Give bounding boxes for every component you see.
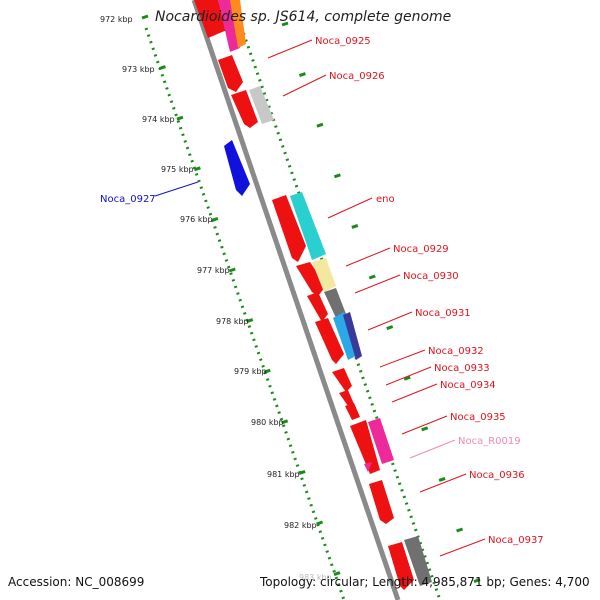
gene-block-cyan [290,192,326,260]
gene-leader-line [391,383,438,403]
gene-leader-line [354,274,401,294]
gene-block-blue [224,140,250,196]
gene-leader-line [401,415,448,435]
kbp-tick-label: 972 kbp [100,15,133,24]
gene-label[interactable]: Noca_0927 [100,194,156,205]
kbp-tick-label: 975 kbp [161,165,194,174]
kbp-tick-mark [316,122,324,128]
kbp-tick-mark [141,14,149,20]
gene-label[interactable]: Noca_0937 [488,535,544,546]
gene-label[interactable]: Noca_R0019 [458,436,521,447]
kbp-tick-label: 982 kbp [284,521,317,530]
kbp-tick-label: 974 kbp [142,115,175,124]
kbp-tick-mark [386,325,394,331]
gene-label[interactable]: Noca_0932 [428,346,484,357]
gene-block-magenta [218,0,240,52]
kbp-tick-mark [158,65,166,71]
minus-strand-track [144,27,346,600]
kbp-tick-mark [228,267,236,273]
gene-block-red [315,318,344,364]
gene-label[interactable]: Noca_0929 [393,244,449,255]
kbp-tick-mark [403,375,411,381]
gene-block-gray [324,288,346,318]
kbp-tick-mark [176,115,184,121]
gene-label[interactable]: Noca_0936 [469,470,525,481]
gene-block-red [350,420,380,474]
kbp-tick-label: 978 kbp [216,317,249,326]
gene-block-magenta [368,418,394,464]
gene-label[interactable]: Noca_0934 [440,380,496,391]
gene-label[interactable]: Noca_0933 [434,363,490,374]
gene-block-red [231,90,258,128]
gene-block-yellow [312,258,336,292]
gene-block-gray [249,86,274,124]
gene-leader-line [409,439,456,459]
kbp-tick-mark [298,72,306,78]
kbp-tick-label: 976 kbp [180,215,213,224]
gene-block-red [272,195,306,262]
gene-block-red [218,55,243,92]
kbp-tick-mark [193,166,201,172]
gene-label[interactable]: Noca_0926 [329,71,385,82]
kbp-tick-label: 977 kbp [197,266,230,275]
gene-block-red [345,403,360,420]
kbp-tick-mark [281,21,289,27]
kbp-tick-mark [316,520,324,526]
gene-block-red [307,292,328,322]
gene-block-red [296,262,326,296]
kbp-tick-mark [263,368,271,374]
kbp-tick-mark [333,173,341,179]
topology-summary: Topology: circular; Length: 4,985,871 bp… [260,575,590,589]
gene-block-orange [230,0,246,48]
kbp-tick-label-faded: 983 kbp [299,573,332,582]
gene-leader-line [385,366,432,386]
gene-leader-line [379,349,426,368]
gene-leader-line [439,538,486,557]
plus-strand-track [230,0,442,600]
kbp-tick-label: 973 kbp [122,65,155,74]
kbp-tick-mark [351,223,359,229]
kbp-tick-label: 981 kbp [267,470,300,479]
kbp-tick-mark [438,476,446,482]
gene-block-red [369,480,394,524]
gene-leader-line [367,311,413,331]
genome-backbone [191,0,401,600]
gene-label[interactable]: Noca_0935 [450,412,506,423]
kbp-tick-mark [246,318,254,324]
kbp-tick-mark [421,426,429,432]
kbp-tick-label: 980 kbp [251,418,284,427]
gene-block-red [339,390,354,406]
accession-text: Accession: NC_008699 [8,575,145,589]
gene-leader-line [345,247,391,267]
kbp-tick-mark [368,274,376,280]
gene-label[interactable]: Noca_0925 [315,36,371,47]
gene-label[interactable]: Noca_0930 [403,271,459,282]
gene-label[interactable]: Noca_0931 [415,308,471,319]
kbp-tick-mark [456,527,464,533]
gene-leader-line [267,39,313,59]
gene-block-red [388,542,414,590]
gene-block-navy [343,312,362,360]
gene-block-gray [404,536,432,586]
gene-leader-line [327,197,373,219]
gene-block-magenta [364,462,372,472]
kbp-tick-mark [298,469,306,475]
gene-leader-line [419,473,467,493]
gene-leader-line [154,181,199,197]
kbp-tick-mark [333,571,341,577]
kbp-tick-label: 979 kbp [234,367,267,376]
genome-title: Nocardioides sp. JS614, complete genome [155,9,452,25]
gene-leader-line [282,74,327,97]
gene-label[interactable]: eno [376,194,395,205]
kbp-tick-mark [211,216,219,222]
gene-block-red [194,0,227,38]
gene-block-red [332,368,352,392]
kbp-tick-mark [281,419,289,425]
gene-block-blue [333,312,356,360]
kbp-tick-mark [473,578,481,584]
